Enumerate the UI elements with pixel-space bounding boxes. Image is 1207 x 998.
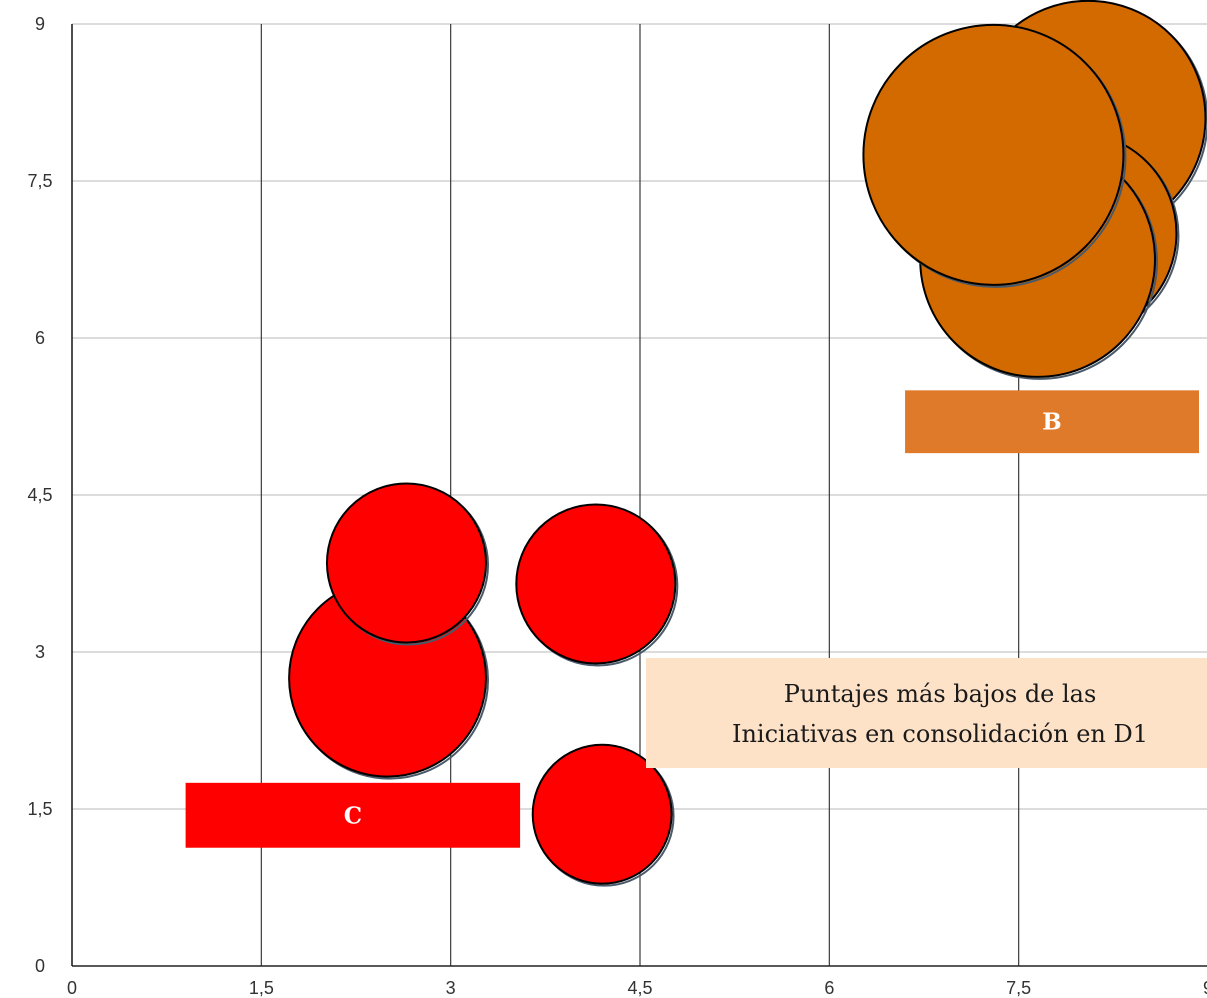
- y-tick-label: 9: [35, 14, 45, 34]
- annotation-line-1: Puntajes más bajos de las: [784, 680, 1097, 708]
- y-tick-label: 1,5: [27, 799, 52, 819]
- x-tick-label: 4,5: [627, 978, 652, 998]
- group-labels: BC: [185, 390, 1199, 848]
- annotation: Puntajes más bajos de las Iniciativas en …: [646, 658, 1207, 768]
- y-tick-label: 4,5: [27, 485, 52, 505]
- bubble-c-2: [515, 503, 677, 665]
- bubble-c-1: [325, 482, 488, 644]
- bubble-c-3: [531, 743, 673, 885]
- x-tick-label: 0: [67, 978, 77, 998]
- group-label-box-c: [185, 782, 521, 848]
- annotation-box: [646, 658, 1207, 768]
- x-tick-label: 7,5: [1006, 978, 1031, 998]
- x-tick-label: 1,5: [249, 978, 274, 998]
- x-tick-label: 9: [1203, 978, 1207, 998]
- x-tick-label: 6: [824, 978, 834, 998]
- annotation-line-2: Iniciativas en consolidación en D1: [732, 720, 1148, 748]
- y-tick-label: 7,5: [27, 171, 52, 191]
- group-label-text-c: C: [344, 802, 362, 829]
- bubble-b-3: [862, 23, 1125, 286]
- y-tick-label: 6: [35, 328, 45, 348]
- tick-labels: 0 1,5 3 4,5 6 7,5 9 0 1,5 3 4,5 6 7,5 9: [27, 14, 1207, 998]
- x-tick-label: 3: [446, 978, 456, 998]
- y-tick-label: 3: [35, 642, 45, 662]
- group-label-box-b: [905, 390, 1199, 454]
- y-tick-label: 0: [35, 956, 45, 976]
- group-label-text-b: B: [1042, 409, 1061, 436]
- bubbles: [288, 0, 1207, 887]
